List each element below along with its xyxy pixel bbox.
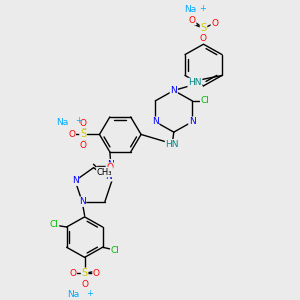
Text: O: O [80,141,87,150]
Text: O: O [93,269,100,278]
Text: O: O [106,163,113,172]
Text: Na: Na [67,290,80,299]
Text: +: + [86,289,93,298]
Text: N: N [189,117,196,126]
Text: O: O [80,119,87,128]
Text: Cl: Cl [50,220,58,229]
Text: N: N [152,117,159,126]
Text: +: + [199,4,206,13]
Text: Na: Na [56,118,68,127]
Text: N: N [170,86,177,95]
Text: HN: HN [166,140,179,149]
Text: N: N [107,160,114,169]
Text: S: S [82,268,88,278]
Text: O: O [200,34,207,43]
Text: N: N [72,176,79,185]
Text: Cl: Cl [111,246,120,255]
Text: S: S [80,129,86,140]
Text: Na: Na [184,5,196,14]
Text: O: O [81,280,88,289]
Text: O: O [189,16,196,25]
Text: N: N [79,197,86,206]
Text: S: S [200,23,207,33]
Text: CH₃: CH₃ [97,167,112,176]
Text: N: N [106,172,112,181]
Text: O: O [211,19,218,28]
Text: Cl: Cl [201,96,209,105]
Text: O: O [68,130,75,139]
Text: HN: HN [188,79,202,88]
Text: O: O [69,269,76,278]
Text: +: + [75,116,82,125]
